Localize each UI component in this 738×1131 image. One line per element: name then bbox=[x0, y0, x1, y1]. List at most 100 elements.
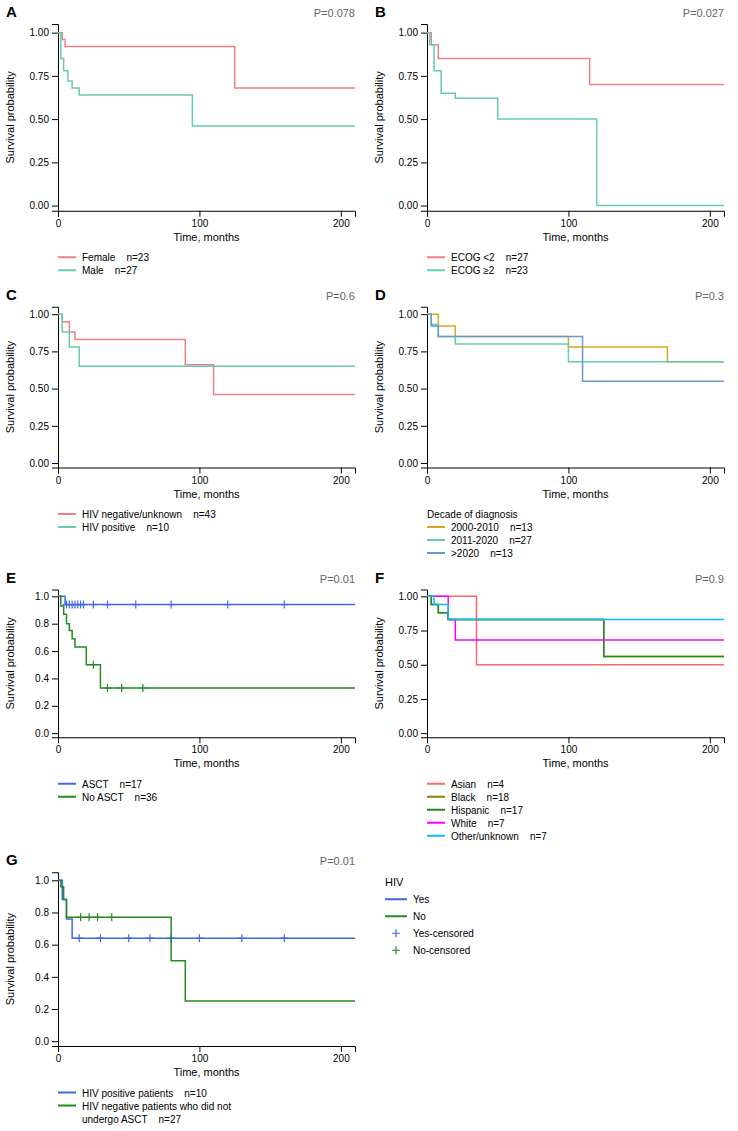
legend-swatch bbox=[427, 552, 445, 554]
tick-mark bbox=[52, 678, 58, 679]
tick-label: 0 bbox=[425, 218, 431, 229]
censor-mark bbox=[146, 934, 154, 942]
legend-swatch bbox=[58, 1092, 76, 1094]
tick-label: 1.0 bbox=[35, 591, 49, 602]
legend-label: HIV negative/unknown n=43 bbox=[82, 509, 216, 520]
tick-mark bbox=[199, 211, 200, 217]
legend-label: Yes-censored bbox=[413, 928, 474, 939]
tick: 0.75 bbox=[399, 71, 427, 82]
legend-label: ECOG <2 n=27 bbox=[451, 252, 529, 263]
tick-label: 100 bbox=[192, 1053, 209, 1064]
tick-label: 0.25 bbox=[399, 694, 419, 705]
legend-label: White n=7 bbox=[451, 817, 505, 828]
x-axis: 0100200 bbox=[56, 737, 356, 755]
survival-curve bbox=[427, 314, 724, 362]
censor-mark bbox=[96, 934, 104, 942]
tick: 0.0 bbox=[35, 1036, 58, 1047]
tick: 0 bbox=[425, 211, 431, 229]
y-axis: 0.00.20.40.60.81.0 bbox=[35, 590, 58, 739]
p-value: P=0.078 bbox=[314, 7, 355, 19]
tick-mark bbox=[52, 463, 58, 464]
tick-mark bbox=[199, 468, 200, 474]
censor-mark bbox=[89, 661, 97, 669]
tick-label: 1.00 bbox=[30, 309, 50, 320]
panel: 01002000.000.250.500.751.00Time, monthsS… bbox=[373, 590, 725, 841]
tick-mark bbox=[52, 596, 58, 597]
tick-mark bbox=[421, 314, 427, 315]
tick: 0.0 bbox=[35, 728, 58, 739]
p-value: P=0.01 bbox=[320, 573, 355, 585]
figure: AP=0.07801002000.000.250.500.751.00Time,… bbox=[0, 0, 738, 1131]
tick-mark bbox=[52, 624, 58, 625]
tick-label: 1.00 bbox=[30, 27, 50, 38]
y-axis-title: Survival probability bbox=[4, 912, 16, 1005]
legend-swatch bbox=[385, 898, 407, 900]
tick: 0.6 bbox=[35, 939, 58, 950]
tick-mark bbox=[421, 351, 427, 352]
tick: 0.25 bbox=[30, 157, 58, 168]
censor-mark bbox=[224, 601, 232, 609]
plot-area bbox=[58, 880, 355, 1001]
legend-swatch bbox=[58, 256, 76, 258]
legend-swatch bbox=[427, 835, 445, 837]
tick-label: 0 bbox=[425, 475, 431, 486]
y-axis-title: Survival probability bbox=[373, 71, 385, 164]
axis-line bbox=[421, 307, 428, 468]
tick-mark bbox=[421, 76, 427, 77]
tick: 0 bbox=[56, 468, 62, 486]
tick-mark bbox=[568, 211, 569, 217]
tick-label: 0.75 bbox=[399, 346, 419, 357]
y-axis: 0.000.250.500.751.00 bbox=[399, 590, 428, 739]
x-axis-title: Time, months bbox=[542, 231, 609, 243]
tick: 100 bbox=[192, 1046, 209, 1064]
tick-label: 0.50 bbox=[30, 383, 50, 394]
p-value: P=0.6 bbox=[326, 290, 355, 302]
tick-label: 100 bbox=[192, 218, 209, 229]
tick: 0.00 bbox=[30, 458, 58, 469]
legend-label: Other/unknown n=7 bbox=[451, 830, 547, 841]
tick-mark bbox=[52, 314, 58, 315]
plot-area bbox=[58, 596, 355, 692]
legend-swatch bbox=[58, 526, 76, 528]
legend-title: HIV bbox=[385, 876, 404, 888]
legend-title: Decade of diagnosis bbox=[427, 509, 518, 520]
tick-mark bbox=[52, 162, 58, 163]
legend-label: No ASCT n=36 bbox=[82, 791, 158, 802]
tick-mark bbox=[199, 1046, 200, 1052]
tick-label: 0.4 bbox=[35, 673, 49, 684]
tick: 0 bbox=[425, 737, 431, 755]
tick-label: 0.2 bbox=[35, 1004, 49, 1015]
tick-label: 0.50 bbox=[30, 114, 50, 125]
survival-curve bbox=[427, 33, 724, 206]
censor-mark bbox=[280, 601, 288, 609]
survival-curve bbox=[58, 33, 355, 126]
y-axis: 0.000.250.500.751.00 bbox=[30, 307, 59, 468]
panel-label: F bbox=[375, 569, 384, 586]
tick-label: 0 bbox=[56, 475, 62, 486]
legend-swatch bbox=[427, 783, 445, 785]
p-value: P=0.9 bbox=[695, 573, 724, 585]
censor-mark bbox=[125, 934, 133, 942]
legend: ASCT n=17No ASCT n=36 bbox=[58, 778, 158, 802]
legend: HIV negative/unknown n=43 HIV positive n=… bbox=[58, 509, 216, 533]
tick-mark bbox=[52, 33, 58, 34]
survival-curve bbox=[427, 33, 724, 85]
censor-mark bbox=[79, 601, 87, 609]
survival-curve bbox=[58, 880, 355, 1001]
axis-line bbox=[52, 873, 59, 1047]
plot-area bbox=[58, 33, 355, 126]
panel: 01002000.000.250.500.751.00Time, monthsS… bbox=[4, 307, 356, 532]
x-axis: 0100200 bbox=[425, 211, 725, 229]
tick: 1.00 bbox=[399, 591, 427, 602]
tick-label: 200 bbox=[702, 744, 719, 755]
panel: 01002000.000.250.500.751.00Time, monthsS… bbox=[373, 25, 725, 276]
y-axis-title: Survival probability bbox=[4, 71, 16, 164]
tick-mark bbox=[421, 596, 427, 597]
legend-swatch bbox=[58, 1105, 76, 1107]
legend-label: HIV positive n=10 bbox=[82, 522, 169, 533]
legend-label: Asian n=4 bbox=[451, 778, 505, 789]
p-value: P=0.01 bbox=[320, 855, 355, 867]
plot-area bbox=[58, 314, 355, 394]
tick-label: 100 bbox=[561, 218, 578, 229]
tick-mark bbox=[421, 463, 427, 464]
